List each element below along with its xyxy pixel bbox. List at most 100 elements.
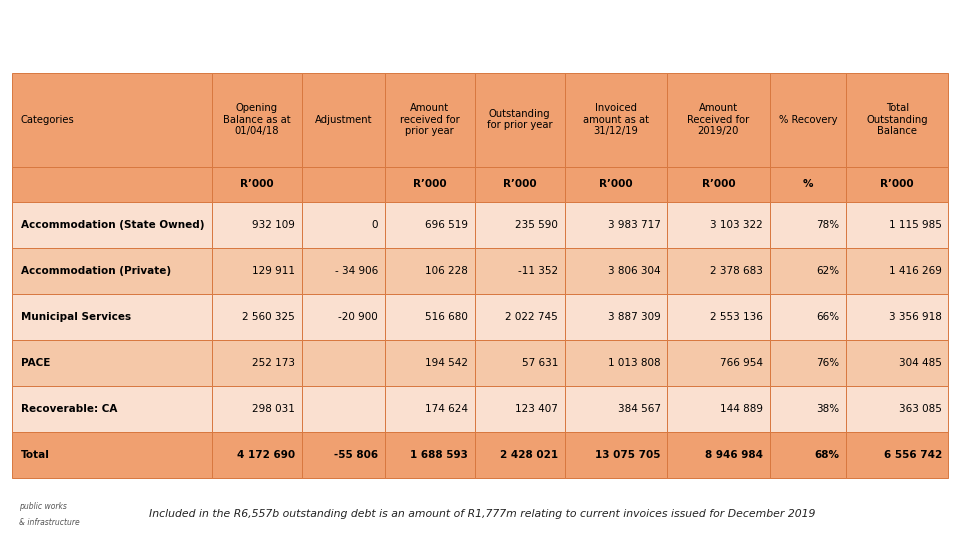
Text: R’000: R’000 — [880, 179, 914, 189]
FancyBboxPatch shape — [564, 248, 667, 294]
FancyBboxPatch shape — [564, 167, 667, 201]
Text: 38%: 38% — [816, 404, 839, 414]
Text: Amount
received for
prior year: Amount received for prior year — [399, 103, 460, 136]
FancyBboxPatch shape — [564, 340, 667, 386]
FancyBboxPatch shape — [770, 432, 846, 478]
Text: 66%: 66% — [816, 312, 839, 322]
Text: 106 228: 106 228 — [425, 266, 468, 276]
Text: - 34 906: - 34 906 — [335, 266, 378, 276]
Text: Recoverable: CA: Recoverable: CA — [21, 404, 117, 414]
FancyBboxPatch shape — [301, 294, 385, 340]
Text: 2 428 021: 2 428 021 — [500, 450, 558, 460]
Text: Accommodation (Private): Accommodation (Private) — [21, 266, 171, 276]
FancyBboxPatch shape — [667, 201, 770, 248]
FancyBboxPatch shape — [301, 248, 385, 294]
FancyBboxPatch shape — [212, 167, 301, 201]
FancyBboxPatch shape — [385, 386, 474, 432]
FancyBboxPatch shape — [301, 340, 385, 386]
FancyBboxPatch shape — [846, 340, 948, 386]
FancyBboxPatch shape — [212, 294, 301, 340]
Text: 3 806 304: 3 806 304 — [608, 266, 660, 276]
Text: -55 806: -55 806 — [334, 450, 378, 460]
FancyBboxPatch shape — [667, 294, 770, 340]
Text: 0: 0 — [372, 220, 378, 229]
Text: -20 900: -20 900 — [339, 312, 378, 322]
FancyBboxPatch shape — [770, 248, 846, 294]
Text: 68%: 68% — [814, 450, 839, 460]
FancyBboxPatch shape — [667, 340, 770, 386]
FancyBboxPatch shape — [564, 294, 667, 340]
Text: Invoiced
amount as at
31/12/19: Invoiced amount as at 31/12/19 — [583, 103, 649, 136]
Text: 8 946 984: 8 946 984 — [706, 450, 763, 460]
Text: 123 407: 123 407 — [516, 404, 558, 414]
Text: 76%: 76% — [816, 358, 839, 368]
Text: 363 085: 363 085 — [900, 404, 942, 414]
FancyBboxPatch shape — [12, 432, 212, 478]
Text: public works: public works — [19, 502, 67, 511]
FancyBboxPatch shape — [846, 248, 948, 294]
Text: Municipal Services: Municipal Services — [21, 312, 131, 322]
Text: % Recovery: % Recovery — [779, 114, 837, 125]
FancyBboxPatch shape — [846, 294, 948, 340]
FancyBboxPatch shape — [770, 294, 846, 340]
Text: 252 173: 252 173 — [252, 358, 295, 368]
Text: 144 889: 144 889 — [720, 404, 763, 414]
FancyBboxPatch shape — [564, 432, 667, 478]
FancyBboxPatch shape — [474, 248, 564, 294]
FancyBboxPatch shape — [474, 386, 564, 432]
Text: 174 624: 174 624 — [425, 404, 468, 414]
Text: 78%: 78% — [816, 220, 839, 229]
FancyBboxPatch shape — [12, 340, 212, 386]
Text: Included in the R6,557b outstanding debt is an amount of R1,777m relating to cur: Included in the R6,557b outstanding debt… — [149, 509, 815, 519]
FancyBboxPatch shape — [667, 432, 770, 478]
FancyBboxPatch shape — [564, 73, 667, 167]
FancyBboxPatch shape — [385, 432, 474, 478]
FancyBboxPatch shape — [12, 73, 212, 167]
FancyBboxPatch shape — [301, 432, 385, 478]
Text: R’000: R’000 — [413, 179, 446, 189]
Text: Amount
Received for
2019/20: Amount Received for 2019/20 — [687, 103, 750, 136]
Text: 384 567: 384 567 — [617, 404, 660, 414]
FancyBboxPatch shape — [846, 73, 948, 167]
FancyBboxPatch shape — [385, 201, 474, 248]
FancyBboxPatch shape — [474, 340, 564, 386]
Text: 129 911: 129 911 — [252, 266, 295, 276]
FancyBboxPatch shape — [846, 167, 948, 201]
Text: 235 590: 235 590 — [516, 220, 558, 229]
Text: Total: Total — [21, 450, 50, 460]
Text: Categories: Categories — [21, 114, 75, 125]
FancyBboxPatch shape — [12, 201, 212, 248]
Text: Total
Outstanding
Balance: Total Outstanding Balance — [866, 103, 928, 136]
Text: R’000: R’000 — [702, 179, 735, 189]
Text: 2 022 745: 2 022 745 — [505, 312, 558, 322]
FancyBboxPatch shape — [846, 201, 948, 248]
Text: 194 542: 194 542 — [425, 358, 468, 368]
Text: 2 560 325: 2 560 325 — [242, 312, 295, 322]
Text: 3 983 717: 3 983 717 — [608, 220, 660, 229]
FancyBboxPatch shape — [474, 432, 564, 478]
Text: 932 109: 932 109 — [252, 220, 295, 229]
FancyBboxPatch shape — [846, 432, 948, 478]
Text: %: % — [803, 179, 813, 189]
FancyBboxPatch shape — [12, 386, 212, 432]
Text: 3 103 322: 3 103 322 — [710, 220, 763, 229]
FancyBboxPatch shape — [12, 167, 212, 201]
FancyBboxPatch shape — [212, 432, 301, 478]
Text: 298 031: 298 031 — [252, 404, 295, 414]
Text: 6 556 742: 6 556 742 — [883, 450, 942, 460]
FancyBboxPatch shape — [385, 248, 474, 294]
FancyBboxPatch shape — [301, 201, 385, 248]
Text: 1 013 808: 1 013 808 — [608, 358, 660, 368]
FancyBboxPatch shape — [12, 294, 212, 340]
Text: Accommodation (State Owned): Accommodation (State Owned) — [21, 220, 204, 229]
Text: 2 553 136: 2 553 136 — [710, 312, 763, 322]
Text: Opening
Balance as at
01/04/18: Opening Balance as at 01/04/18 — [223, 103, 291, 136]
FancyBboxPatch shape — [474, 73, 564, 167]
Text: 62%: 62% — [816, 266, 839, 276]
Text: Outstanding
for prior year: Outstanding for prior year — [487, 109, 552, 131]
FancyBboxPatch shape — [770, 73, 846, 167]
Text: -11 352: -11 352 — [517, 266, 558, 276]
FancyBboxPatch shape — [212, 340, 301, 386]
Text: 1 688 593: 1 688 593 — [410, 450, 468, 460]
FancyBboxPatch shape — [667, 248, 770, 294]
